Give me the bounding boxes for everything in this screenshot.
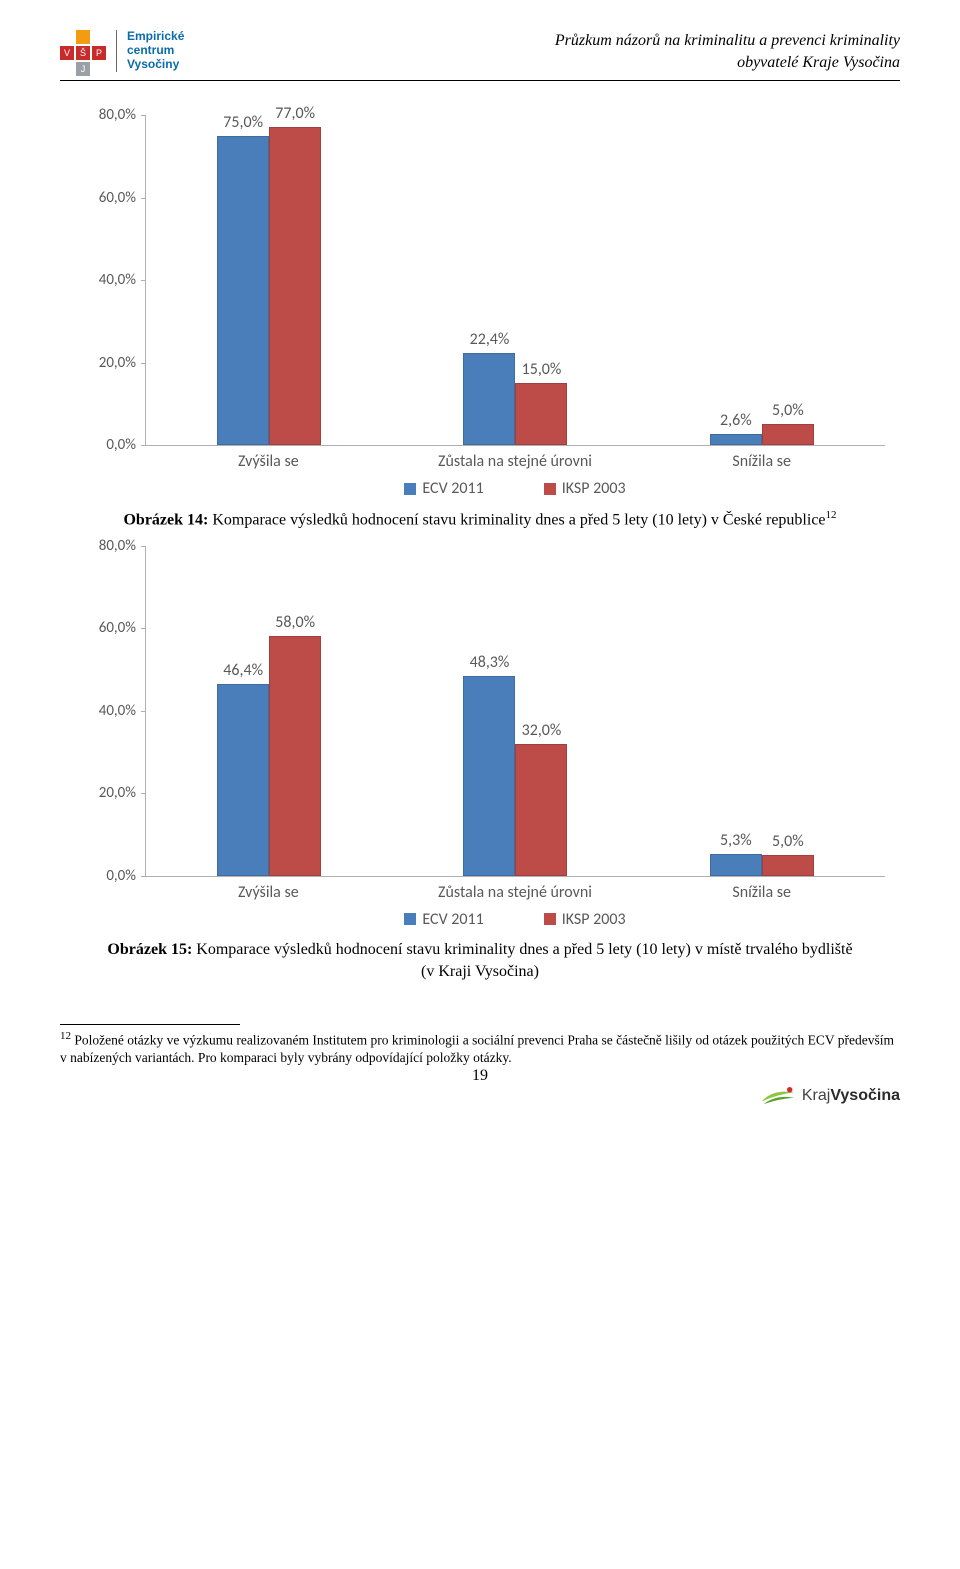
bar-value-label: 58,0% bbox=[255, 613, 335, 632]
bar-value-label: 15,0% bbox=[501, 360, 581, 379]
logo-text-line: Empirické bbox=[127, 30, 184, 44]
caption-14-sup: 12 bbox=[826, 509, 837, 521]
bar bbox=[515, 383, 567, 445]
y-axis-label: 40,0% bbox=[76, 702, 136, 720]
kraj-vysocina-logo: KrajVysočina bbox=[760, 1085, 900, 1107]
logo-letter: Š bbox=[76, 46, 90, 60]
x-axis: Zvýšila seZůstala na stejné úrovniSnížil… bbox=[145, 877, 885, 902]
bar-group: 22,4% 15,0% bbox=[392, 116, 638, 445]
page-header: V Š P J Empirické centrum Vysočiny Průzk… bbox=[60, 30, 900, 81]
caption-15-text: Komparace výsledků hodnocení stavu krimi… bbox=[192, 941, 852, 980]
legend-swatch bbox=[544, 913, 556, 925]
ecv-logo: V Š P J Empirické centrum Vysočiny bbox=[60, 30, 184, 76]
figure-caption-15: Obrázek 15: Komparace výsledků hodnocení… bbox=[100, 939, 860, 984]
logo-letter: V bbox=[60, 46, 74, 60]
legend-item: ECV 2011 bbox=[404, 479, 483, 498]
legend-label: ECV 2011 bbox=[422, 910, 483, 929]
legend-swatch bbox=[404, 913, 416, 925]
y-axis-label: 0,0% bbox=[76, 436, 136, 454]
bar bbox=[217, 136, 269, 445]
chart-legend: ECV 2011 IKSP 2003 bbox=[145, 479, 885, 498]
legend-swatch bbox=[404, 483, 416, 495]
bar-group: 48,3% 32,0% bbox=[392, 547, 638, 876]
bar bbox=[762, 855, 814, 876]
bar-group: 5,3%5,0% bbox=[639, 547, 885, 876]
footnote-sup: 12 bbox=[60, 1030, 71, 1042]
y-axis-label: 0,0% bbox=[76, 867, 136, 885]
figure-caption-14: Obrázek 14: Komparace výsledků hodnocení… bbox=[100, 508, 860, 532]
bar bbox=[217, 684, 269, 875]
bar-group: 2,6%5,0% bbox=[639, 116, 885, 445]
y-axis-label: 80,0% bbox=[76, 537, 136, 555]
kraj-swoosh-icon bbox=[760, 1085, 796, 1107]
page-number: 19 bbox=[60, 1067, 900, 1085]
y-axis-label: 20,0% bbox=[76, 784, 136, 802]
caption-15-bold: Obrázek 15: bbox=[107, 941, 192, 958]
bar-value-label: 32,0% bbox=[501, 721, 581, 740]
legend-swatch bbox=[544, 483, 556, 495]
bar-value-label: 5,0% bbox=[748, 832, 828, 851]
bar bbox=[269, 636, 321, 875]
x-axis-label: Snížila se bbox=[638, 452, 884, 471]
caption-14-bold: Obrázek 14: bbox=[123, 511, 208, 528]
y-axis-label: 80,0% bbox=[76, 106, 136, 124]
y-axis-label: 60,0% bbox=[76, 189, 136, 207]
bar bbox=[710, 434, 762, 445]
header-subtitle-2: obyvatelé Kraje Vysočina bbox=[555, 52, 900, 74]
legend-item: IKSP 2003 bbox=[544, 479, 626, 498]
y-axis-label: 20,0% bbox=[76, 354, 136, 372]
kraj-text-thin: Kraj bbox=[802, 1087, 830, 1104]
legend-item: IKSP 2003 bbox=[544, 910, 626, 929]
x-axis-label: Zůstala na stejné úrovni bbox=[392, 452, 638, 471]
legend-label: IKSP 2003 bbox=[562, 910, 626, 929]
logo-text-line: centrum bbox=[127, 44, 184, 58]
footnote-divider bbox=[60, 1024, 240, 1025]
bar-value-label: 5,0% bbox=[748, 401, 828, 420]
bar-group: 75,0%77,0% bbox=[146, 116, 392, 445]
chart-plot: 0,0%20,0%40,0%60,0%80,0%46,4%58,0%48,3%3… bbox=[145, 547, 885, 877]
x-axis: Zvýšila seZůstala na stejné úrovniSnížil… bbox=[145, 446, 885, 471]
bar-group: 46,4%58,0% bbox=[146, 547, 392, 876]
chart-plot: 0,0%20,0%40,0%60,0%80,0%75,0%77,0%22,4%1… bbox=[145, 116, 885, 446]
legend-item: ECV 2011 bbox=[404, 910, 483, 929]
x-axis-label: Zvýšila se bbox=[145, 883, 391, 902]
caption-14-text: Komparace výsledků hodnocení stavu krimi… bbox=[208, 511, 825, 528]
kraj-text-bold: Vysočina bbox=[830, 1087, 900, 1104]
bar bbox=[762, 424, 814, 445]
footnote-12: 12 Položené otázky ve výzkumu realizovan… bbox=[60, 1029, 900, 1068]
chart-14: 0,0%20,0%40,0%60,0%80,0%75,0%77,0%22,4%1… bbox=[75, 116, 885, 498]
y-axis-label: 60,0% bbox=[76, 619, 136, 637]
logo-letter: J bbox=[76, 62, 90, 76]
logo-text-line: Vysočiny bbox=[127, 58, 184, 72]
bar-value-label: 77,0% bbox=[255, 104, 335, 123]
legend-label: IKSP 2003 bbox=[562, 479, 626, 498]
chart-15: 0,0%20,0%40,0%60,0%80,0%46,4%58,0%48,3%3… bbox=[75, 547, 885, 929]
x-axis-label: Zvýšila se bbox=[145, 452, 391, 471]
bar-value-label: 48,3% bbox=[449, 653, 529, 672]
bar bbox=[515, 744, 567, 876]
bar-value-label: 22,4% bbox=[449, 330, 529, 349]
header-subtitle-1: Průzkum názorů na kriminalitu a prevenci… bbox=[555, 30, 900, 52]
bar bbox=[463, 676, 515, 875]
x-axis-label: Zůstala na stejné úrovni bbox=[392, 883, 638, 902]
bar bbox=[269, 127, 321, 445]
y-axis-label: 40,0% bbox=[76, 271, 136, 289]
bar bbox=[710, 854, 762, 876]
logo-letter: P bbox=[92, 46, 106, 60]
x-axis-label: Snížila se bbox=[638, 883, 884, 902]
footnote-text: Položené otázky ve výzkumu realizovaném … bbox=[60, 1032, 894, 1065]
chart-legend: ECV 2011 IKSP 2003 bbox=[145, 910, 885, 929]
legend-label: ECV 2011 bbox=[422, 479, 483, 498]
